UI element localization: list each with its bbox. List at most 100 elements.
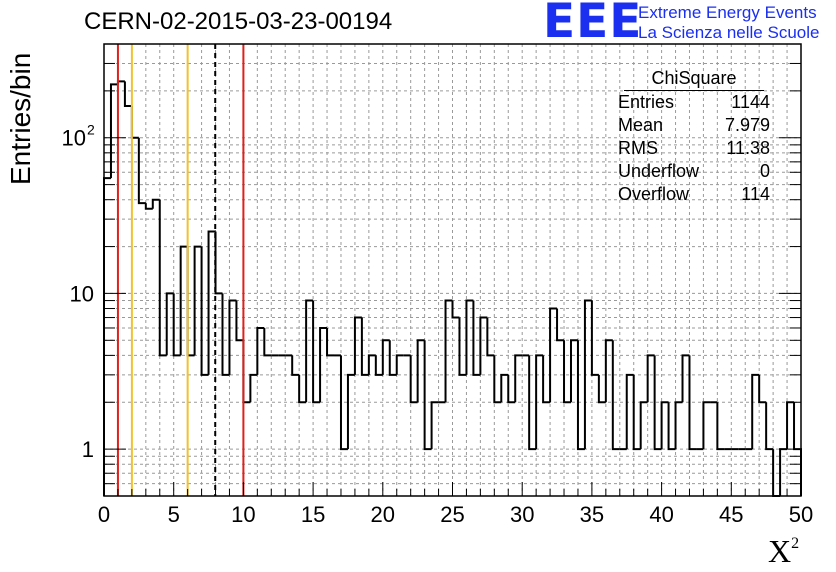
stats-value: 114	[741, 184, 770, 204]
histogram-bin	[103, 177, 111, 496]
histogram-bin	[395, 354, 404, 375]
stats-row-entries: Entries 1144	[612, 91, 778, 114]
histogram-bin	[249, 373, 258, 403]
eee-logo-mark: EEE	[543, 0, 643, 49]
histogram-bin	[339, 355, 348, 451]
histogram-bin	[514, 354, 523, 403]
histogram-bin	[137, 137, 146, 205]
histogram-bin	[597, 374, 606, 404]
histogram-bin	[758, 374, 767, 404]
histogram-bin	[472, 300, 481, 376]
histogram-bin	[151, 198, 160, 209]
histogram-bin	[604, 339, 613, 403]
histogram-bin	[479, 316, 488, 375]
histogram-bin	[388, 340, 397, 376]
histogram-bin	[374, 355, 383, 376]
histogram-bin	[263, 327, 272, 357]
histogram-bin	[563, 340, 571, 404]
histogram-bin	[660, 401, 669, 450]
histogram-bin	[444, 299, 453, 403]
x-tick-label: 35	[580, 502, 604, 527]
x-axis-label-sup: 2	[791, 535, 800, 552]
histogram-bin	[423, 340, 432, 451]
histogram-bin	[542, 355, 551, 404]
histogram-bin	[507, 374, 516, 404]
histogram-bin	[486, 317, 495, 357]
histogram-bin	[646, 354, 655, 403]
x-tick-label: 20	[371, 502, 395, 527]
histogram-bin	[569, 339, 578, 403]
x-tick-label: 30	[510, 502, 534, 527]
histogram-bin	[765, 402, 774, 451]
logo-subtitle-1: Extreme Energy Events	[638, 3, 817, 22]
stats-value: 0	[759, 161, 770, 181]
histogram-bin	[632, 374, 641, 451]
histogram-bin	[430, 401, 439, 450]
x-tick-label: 45	[719, 502, 743, 527]
histogram-bin	[305, 299, 314, 403]
histogram-bin	[207, 230, 216, 375]
stats-label: Overflow	[618, 184, 690, 204]
histogram-bin	[256, 326, 265, 375]
stats-row-mean: Mean 7.979	[612, 114, 778, 137]
stats-row-overflow: Overflow 114	[612, 183, 778, 206]
y-tick-label: 10	[70, 281, 94, 306]
histogram-bin	[625, 373, 634, 450]
histogram-bin	[298, 374, 307, 404]
logo-subtitle-2: La Scienza nelle Scuole	[638, 23, 820, 42]
x-tick-label: 40	[649, 502, 673, 527]
stats-row-rms: RMS 11.38	[612, 137, 778, 160]
histogram-bin	[123, 81, 132, 107]
grid-layer	[104, 44, 801, 496]
histogram-bin	[416, 339, 425, 403]
y-tick-label-sup: 2	[87, 122, 95, 138]
stats-label: RMS	[618, 138, 658, 158]
histogram-bin	[681, 354, 690, 403]
histogram-bin	[583, 299, 592, 450]
histogram-bin	[535, 354, 544, 450]
histogram-bin	[228, 299, 237, 375]
histogram-bin	[144, 203, 153, 210]
x-tick-label: 50	[789, 502, 813, 527]
histogram-bin	[674, 401, 683, 450]
histogram-bin	[326, 327, 335, 357]
histogram-bin	[653, 355, 662, 451]
x-axis-label-main: X	[768, 533, 792, 569]
histogram-bin	[130, 105, 139, 139]
histogram-bin	[291, 355, 300, 376]
histogram-bin	[158, 199, 167, 357]
histogram-bin	[200, 246, 209, 376]
histogram-bin	[590, 300, 599, 376]
histogram-bin	[556, 308, 565, 342]
ticks-layer	[103, 43, 802, 497]
stats-box: ChiSquare Entries 1144 Mean 7.979 RMS 11.38…	[612, 68, 778, 206]
histogram-bin	[549, 307, 558, 403]
histogram-bin	[500, 373, 509, 403]
histogram-bin	[319, 326, 328, 403]
histogram-bin	[242, 340, 251, 404]
x-tick-label: 15	[301, 502, 325, 527]
y-tick-label: 10	[62, 126, 86, 151]
histogram-bin	[786, 401, 795, 450]
histogram-bin	[116, 80, 125, 85]
histogram-bin	[702, 401, 711, 450]
x-tick-label: 25	[440, 502, 464, 527]
histogram-bin	[179, 245, 188, 356]
histogram-bin	[493, 355, 502, 404]
histogram-bin	[360, 317, 369, 376]
histogram-bin	[528, 355, 537, 451]
histogram-bin	[235, 300, 244, 342]
x-axis-label: X2	[768, 533, 799, 570]
histogram-bin	[353, 316, 362, 375]
histogram-bin	[667, 402, 676, 451]
histogram-bin	[465, 299, 474, 375]
histogram-bin	[312, 300, 321, 404]
histogram-bin	[109, 83, 118, 179]
chart-title: CERN-02-2015-03-23-00194	[84, 8, 393, 35]
stats-value: 1144	[731, 92, 770, 112]
histogram-bin	[193, 245, 202, 356]
marker-lines-layer	[116, 44, 245, 496]
stats-title: ChiSquare	[624, 68, 764, 91]
stats-value: 11.38	[726, 138, 770, 158]
